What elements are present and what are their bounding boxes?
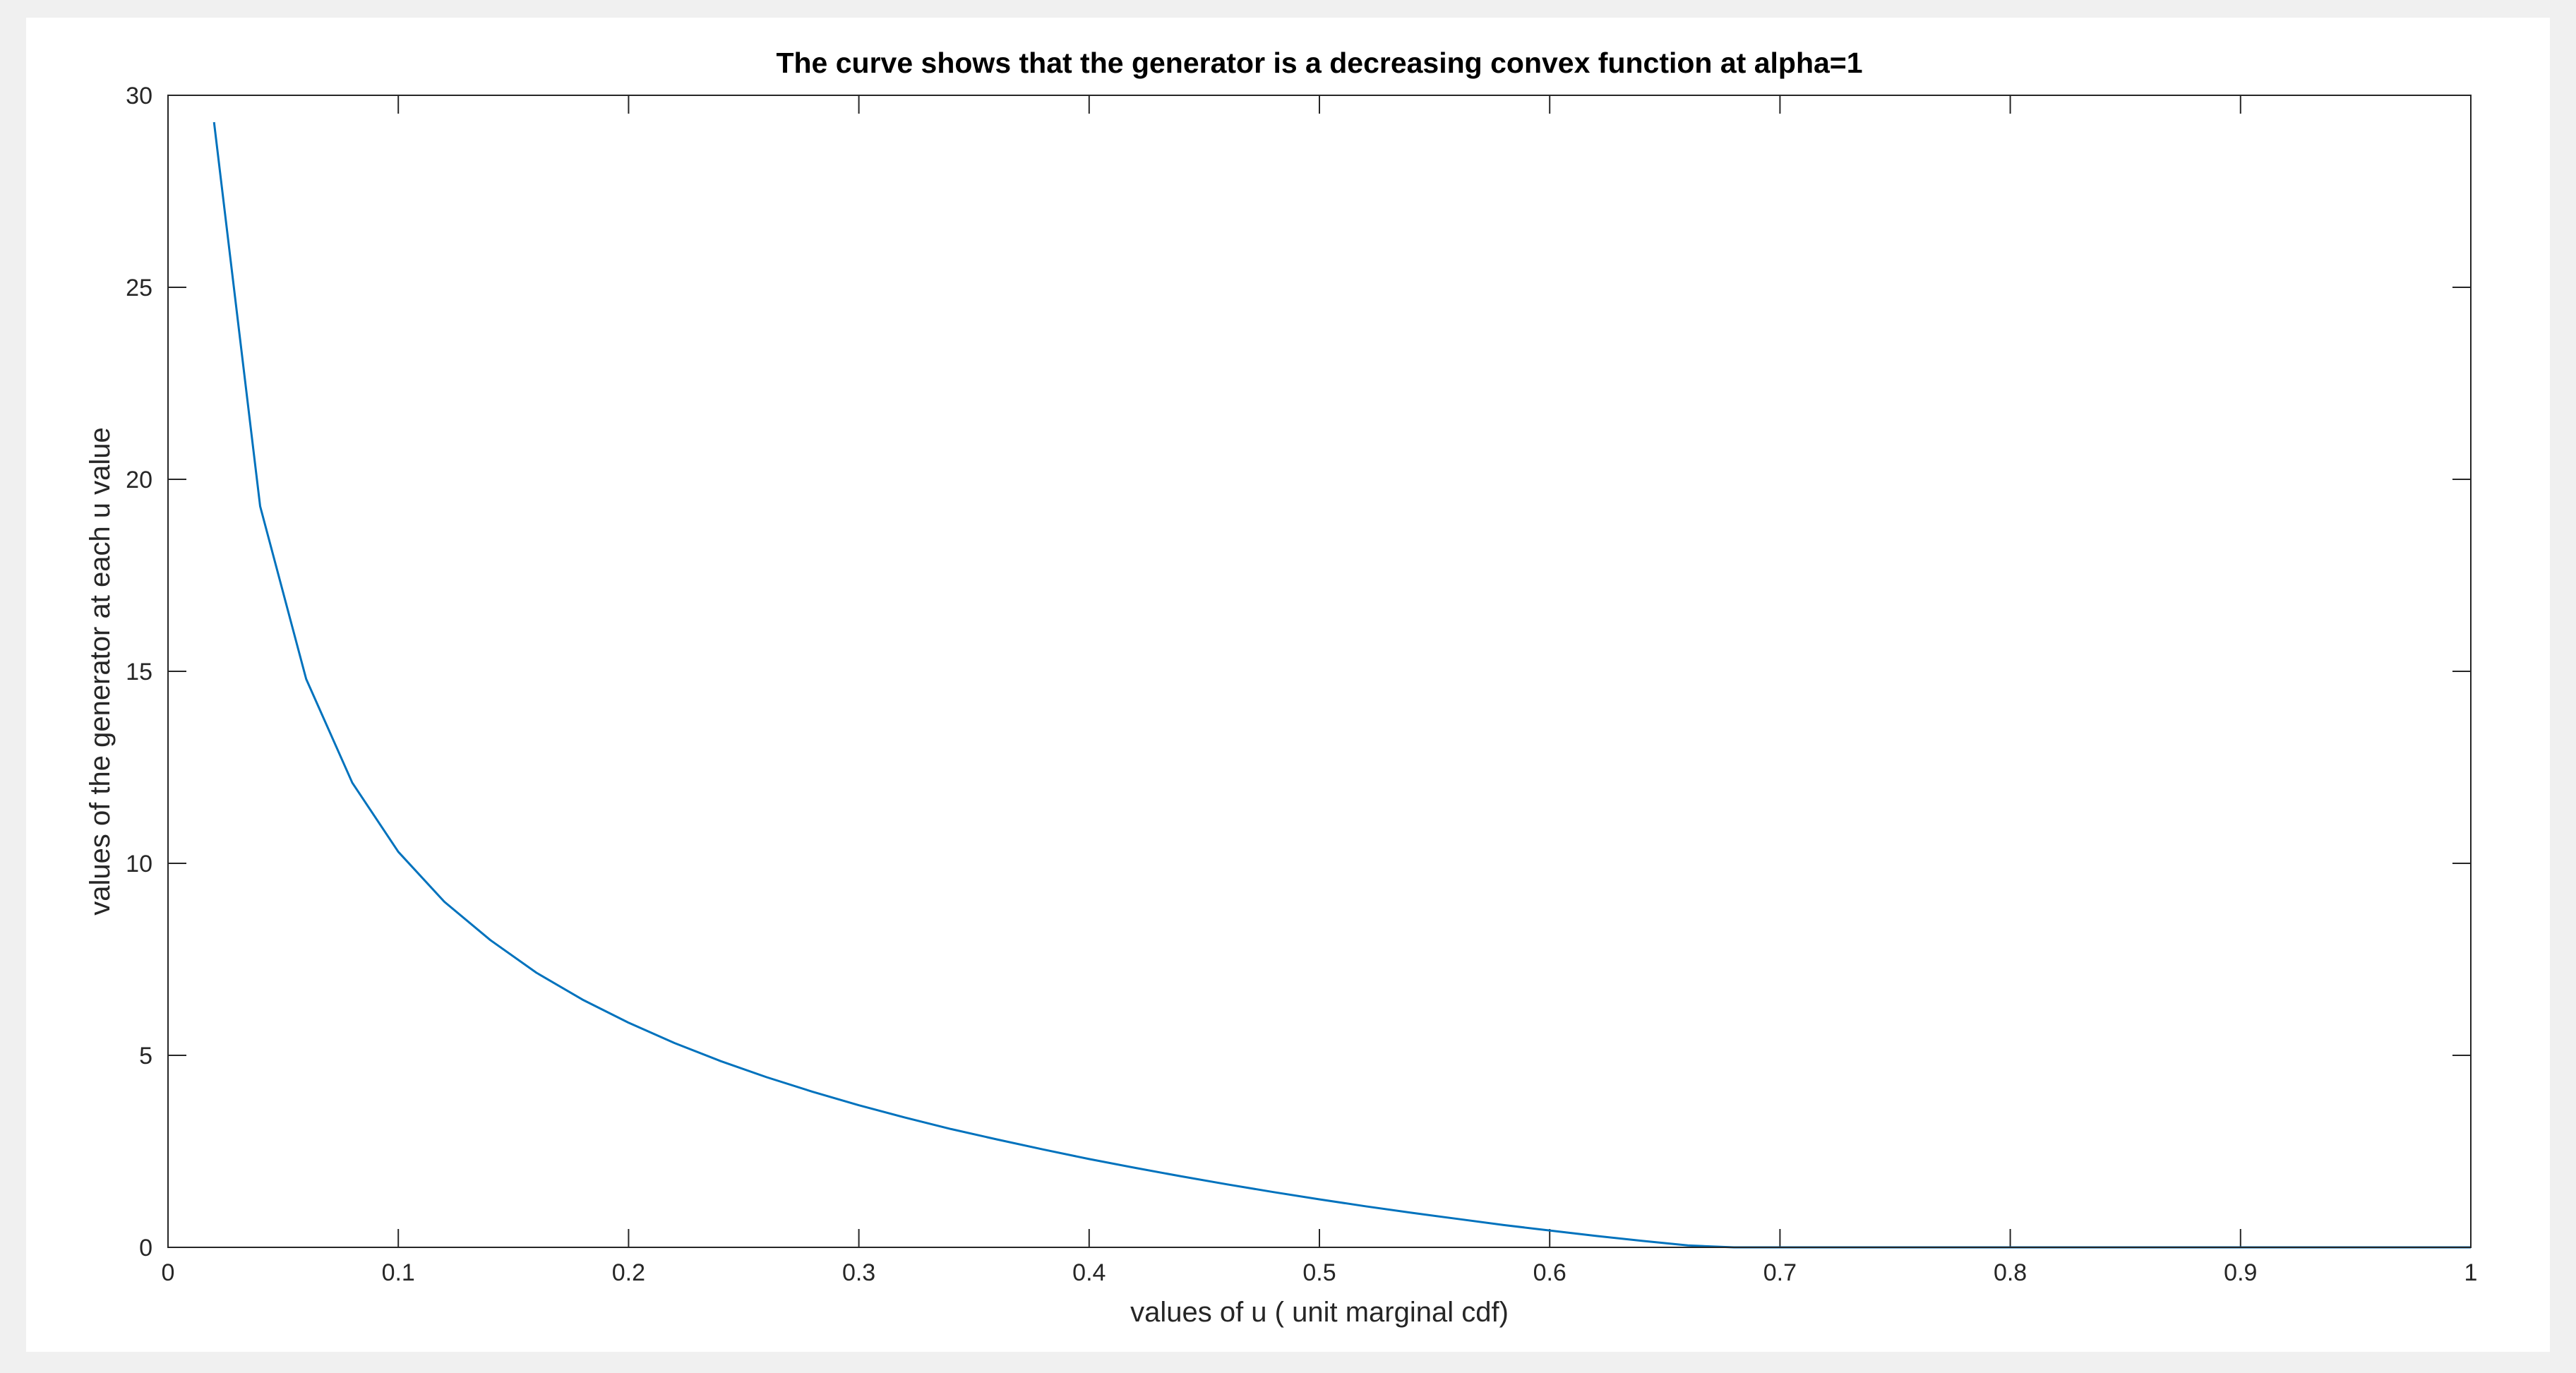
- x-tick-label: 0.3: [842, 1259, 875, 1286]
- y-tick-label: 15: [126, 659, 152, 685]
- x-tick-label: 0.1: [382, 1259, 415, 1286]
- y-tick-label: 10: [126, 851, 152, 877]
- plot-area-border: [167, 95, 2472, 1248]
- tick-labels: 0 0.1 0.2 0.3 0.4 0.5 0.6 0.7 0.8 0.9 105101520253…: [126, 83, 2477, 1286]
- x-tick-label: 0.5: [1302, 1259, 1336, 1286]
- y-tick-label: 30: [126, 83, 152, 109]
- plot-area: [168, 95, 2471, 1247]
- x-tick-label: 0.7: [1763, 1259, 1797, 1286]
- y-tick-label: 0: [139, 1235, 152, 1261]
- y-tick-label: 25: [126, 275, 152, 301]
- x-tick-label: 0.4: [1072, 1259, 1106, 1286]
- x-tick-label: 1: [2464, 1259, 2478, 1286]
- y-axis-label: values of the generator at each u value: [85, 427, 116, 916]
- chart-title: The curve shows that the generator is a …: [776, 47, 1862, 79]
- x-tick-label: 0.8: [1994, 1259, 2027, 1286]
- x-tick-label: 0.9: [2224, 1259, 2257, 1286]
- y-tick-label: 5: [139, 1043, 152, 1069]
- x-tick-label: 0.2: [612, 1259, 645, 1286]
- x-axis-label: values of u ( unit marginal cdf): [1130, 1297, 1509, 1328]
- x-tick-label: 0.6: [1533, 1259, 1566, 1286]
- x-tick-label: 0: [162, 1259, 175, 1286]
- y-tick-label: 20: [126, 467, 152, 493]
